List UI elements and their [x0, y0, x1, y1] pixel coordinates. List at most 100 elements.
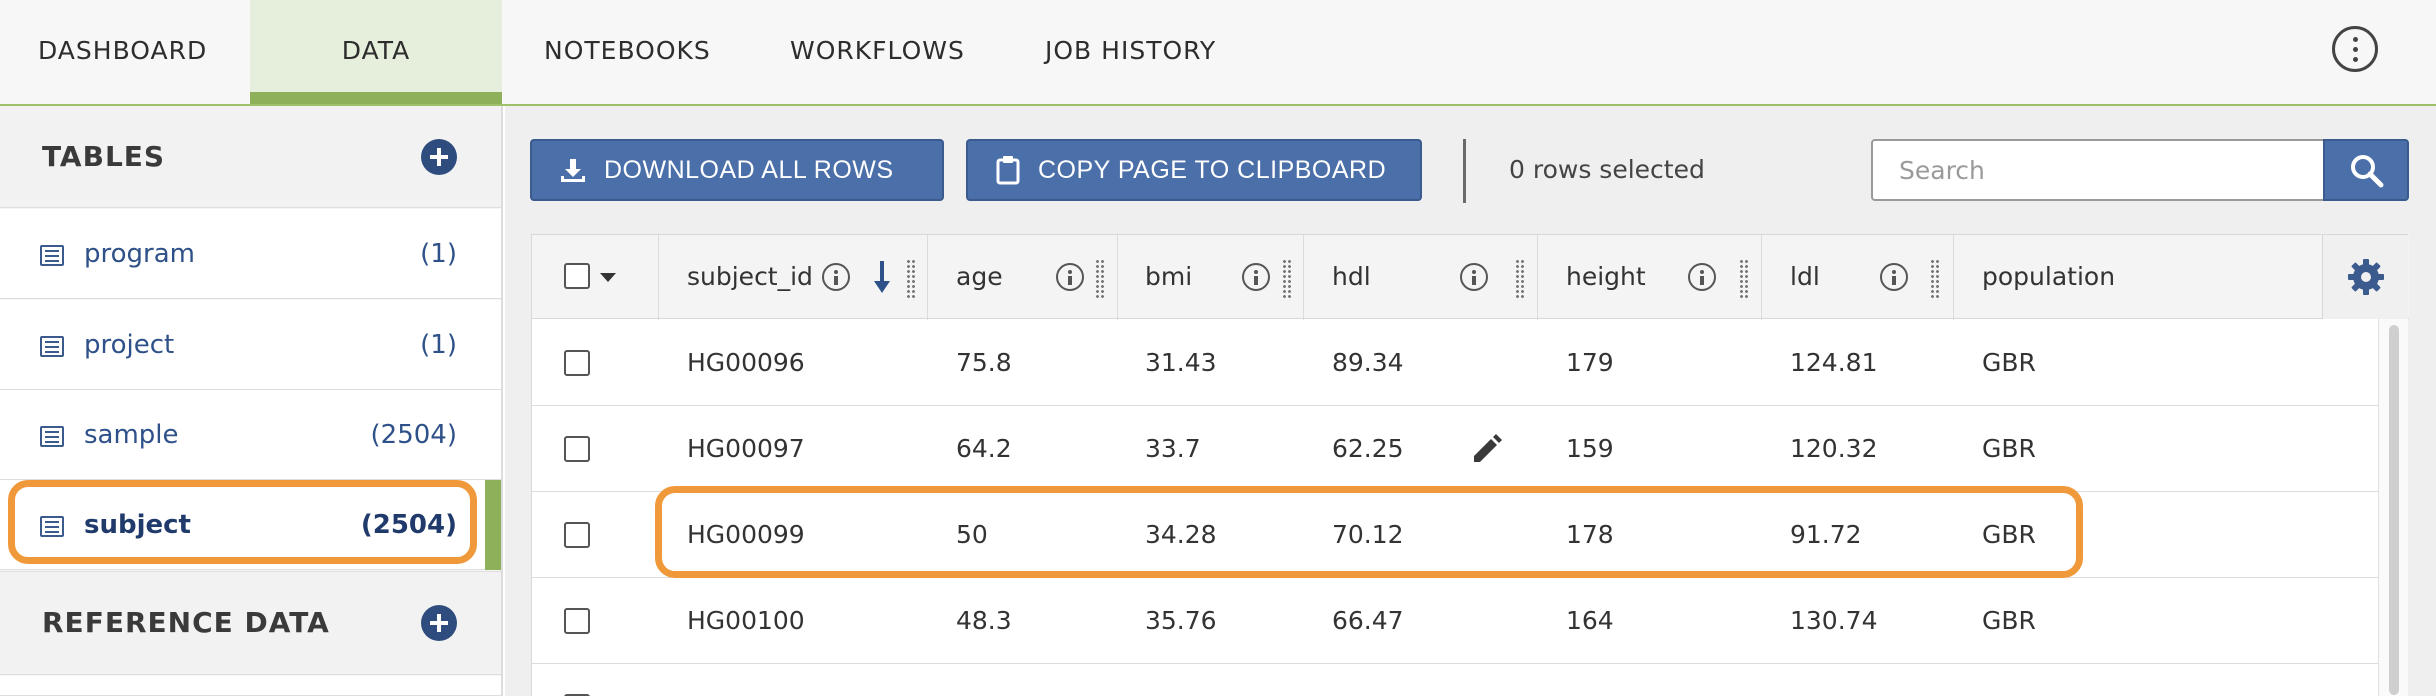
cell-ldl: 124.81 — [1790, 348, 1878, 377]
table-icon — [40, 336, 64, 357]
cell-hdl: 89.34 — [1332, 348, 1404, 377]
info-icon[interactable] — [1056, 263, 1084, 291]
column-settings-button[interactable] — [2322, 235, 2408, 319]
tab-workflows[interactable]: WORKFLOWS — [790, 36, 965, 65]
table-row[interactable]: HG00096 75.8 31.43 89.34 179 124.81 GBR — [532, 320, 2378, 406]
kebab-menu-icon[interactable] — [2332, 26, 2378, 72]
edit-pencil-icon[interactable] — [1470, 430, 1506, 466]
table-icon — [40, 426, 64, 447]
tables-section-header: TABLES — [0, 106, 501, 208]
row-checkbox[interactable] — [564, 608, 590, 634]
rows-selected-count: 0 rows selected — [1509, 155, 1705, 184]
tab-data[interactable]: DATA — [250, 0, 502, 104]
cell-population: GBR — [1982, 606, 2036, 635]
cell-population: GBR — [1982, 348, 2036, 377]
tables-title: TABLES — [42, 140, 166, 173]
info-icon[interactable] — [1460, 263, 1488, 291]
column-header-population[interactable]: population — [1982, 262, 2116, 291]
clipboard-icon — [996, 156, 1020, 185]
download-all-rows-button[interactable]: DOWNLOAD ALL ROWS — [530, 139, 944, 201]
table-scrollbar[interactable] — [2378, 319, 2408, 696]
gear-icon — [2348, 259, 2384, 295]
column-resize-handle[interactable] — [1282, 259, 1292, 299]
column-header-ldl[interactable]: ldl — [1790, 262, 1820, 291]
info-icon[interactable] — [1242, 263, 1270, 291]
sidebar-item-sample[interactable]: sample (2504) — [0, 390, 501, 480]
sidebar-item-count: (1) — [420, 239, 457, 269]
copy-page-to-clipboard-button[interactable]: COPY PAGE TO CLIPBOARD — [966, 139, 1422, 201]
search-input[interactable] — [1871, 139, 2329, 201]
cell-age: 64.2 — [956, 434, 1012, 463]
row-checkbox[interactable] — [564, 522, 590, 548]
data-table: subject_id age bmi hdl height ldl popula… — [531, 234, 2409, 696]
sidebar-item-subject[interactable]: subject (2504) — [0, 480, 501, 570]
sidebar-item-label: project — [84, 330, 175, 360]
column-resize-handle[interactable] — [906, 259, 916, 299]
tab-dashboard[interactable]: DASHBOARD — [38, 36, 208, 65]
column-header-height[interactable]: height — [1566, 262, 1646, 291]
select-all-checkbox[interactable] — [564, 263, 590, 289]
selected-table-highlight — [8, 480, 477, 564]
sidebar-item-count: (1) — [420, 330, 457, 360]
sidebar-item-label: subject — [84, 510, 191, 540]
row-checkbox[interactable] — [564, 694, 590, 696]
column-resize-handle[interactable] — [1515, 259, 1525, 299]
cell-subject-id: HG00096 — [687, 348, 805, 377]
cell-ldl: 91.72 — [1790, 520, 1862, 549]
sidebar-item-program[interactable]: program (1) — [0, 209, 501, 299]
cell-age: 48.3 — [956, 606, 1012, 635]
highlighted-row-outline — [655, 486, 2083, 578]
sidebar-item-count: (2504) — [370, 420, 457, 450]
table-row[interactable]: HG00097 64.2 33.7 62.25 159 120.32 GBR — [532, 406, 2378, 492]
add-reference-plus-icon[interactable] — [421, 605, 457, 641]
column-header-bmi[interactable]: bmi — [1145, 262, 1193, 291]
column-resize-handle[interactable] — [1739, 259, 1749, 299]
cell-bmi: 33.7 — [1145, 434, 1201, 463]
info-icon[interactable] — [1880, 263, 1908, 291]
copy-page-to-clipboard-label: COPY PAGE TO CLIPBOARD — [1038, 156, 1387, 184]
sidebar-item-partial — [0, 676, 501, 696]
table-icon — [40, 245, 64, 266]
table-row[interactable]: HG00100 48.3 35.76 66.47 164 130.74 GBR — [532, 578, 2378, 664]
download-icon — [561, 159, 585, 182]
sidebar-item-project[interactable]: project (1) — [0, 300, 501, 390]
cell-age: 75.8 — [956, 348, 1012, 377]
column-resize-handle[interactable] — [1930, 259, 1940, 299]
table-header: subject_id age bmi hdl height ldl popula… — [532, 235, 2409, 319]
row-checkbox[interactable] — [564, 350, 590, 376]
scrollbar-thumb[interactable] — [2389, 325, 2399, 695]
cell-bmi: 31.43 — [1145, 348, 1217, 377]
select-menu-caret-icon[interactable] — [600, 273, 616, 282]
download-all-rows-label: DOWNLOAD ALL ROWS — [604, 156, 894, 184]
top-navigation: DASHBOARD DATA NOTEBOOKS WORKFLOWS JOB H… — [0, 0, 2436, 106]
row-checkbox[interactable] — [564, 436, 590, 462]
column-header-subject-id[interactable]: subject_id — [687, 262, 813, 291]
search-button[interactable] — [2323, 139, 2409, 201]
table-icon — [40, 516, 64, 537]
column-header-age[interactable]: age — [956, 262, 1003, 291]
cell-subject-id: HG00097 — [687, 434, 805, 463]
tab-job-history[interactable]: JOB HISTORY — [1045, 36, 1217, 65]
cell-ldl: 130.74 — [1790, 606, 1878, 635]
add-table-plus-icon[interactable] — [421, 139, 457, 175]
reference-data-title: REFERENCE DATA — [42, 606, 330, 639]
cell-height: 164 — [1566, 606, 1614, 635]
toolbar-divider — [1463, 139, 1466, 203]
reference-data-section-header: REFERENCE DATA — [0, 571, 501, 675]
sort-descending-icon[interactable] — [872, 259, 892, 295]
column-resize-handle[interactable] — [1095, 259, 1105, 299]
cell-population: GBR — [1982, 434, 2036, 463]
cell-bmi: 34.28 — [1145, 520, 1217, 549]
cell-population: GBR — [1982, 520, 2036, 549]
cell-ldl: 120.32 — [1790, 434, 1878, 463]
tab-notebooks[interactable]: NOTEBOOKS — [544, 36, 711, 65]
column-header-hdl[interactable]: hdl — [1332, 262, 1371, 291]
sidebar-item-label: program — [84, 239, 195, 269]
cell-age: 50 — [956, 520, 988, 549]
info-icon[interactable] — [1688, 263, 1716, 291]
cell-hdl: 70.12 — [1332, 520, 1404, 549]
table-row-partial — [532, 664, 2378, 696]
cell-height: 178 — [1566, 520, 1614, 549]
info-icon[interactable] — [822, 263, 850, 291]
cell-bmi: 35.76 — [1145, 606, 1217, 635]
